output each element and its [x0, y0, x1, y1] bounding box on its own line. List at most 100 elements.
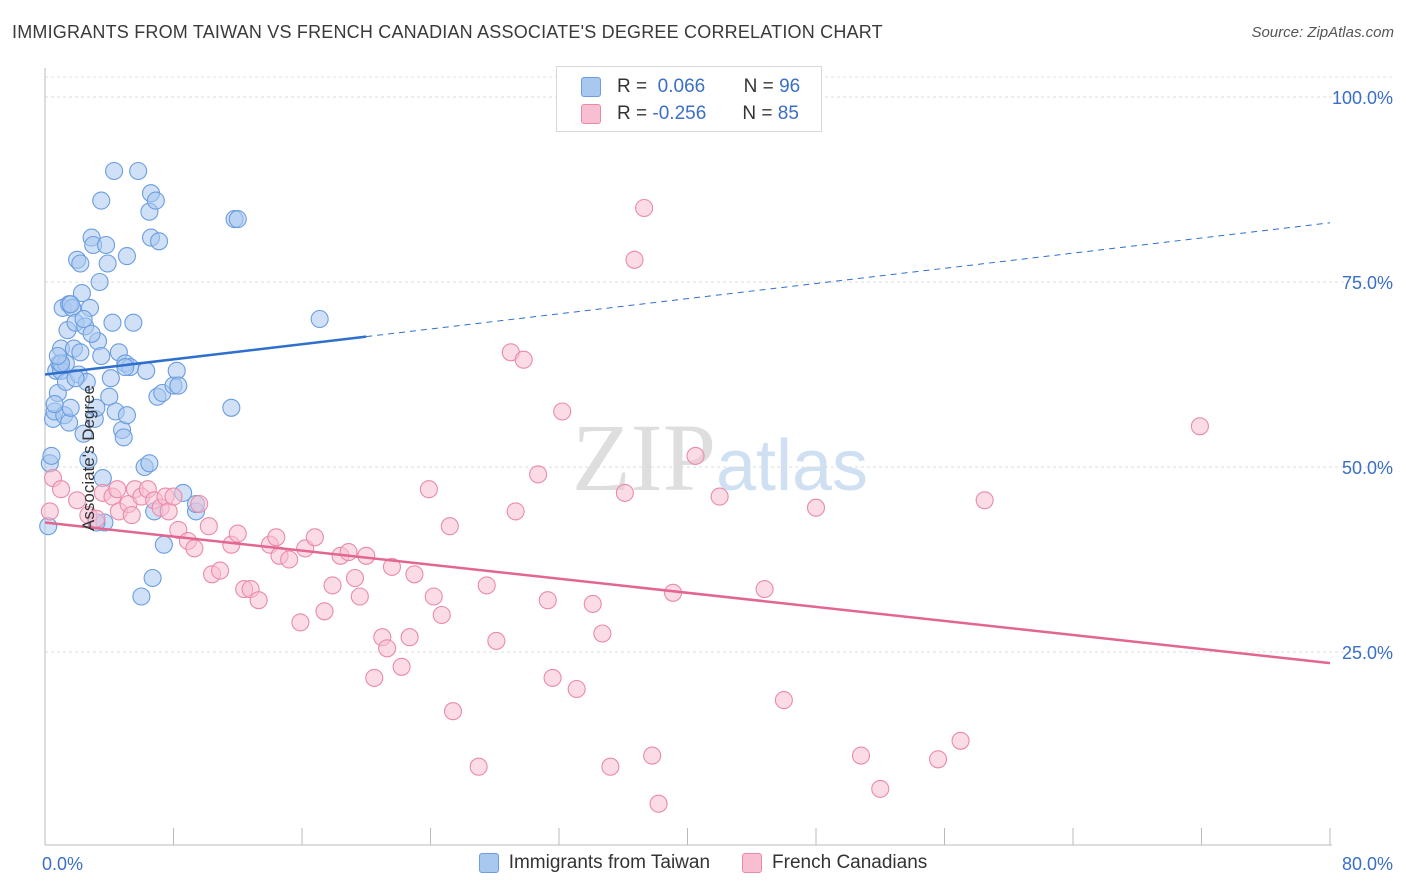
taiwan-point [61, 398, 80, 417]
french-point [211, 561, 230, 580]
taiwan-point [98, 254, 117, 273]
legend-n-label: N = [743, 76, 774, 97]
legend-r-value: 0.066 [657, 76, 706, 97]
french-point [108, 480, 127, 499]
taiwan-point [124, 313, 143, 332]
taiwan-point [116, 358, 135, 377]
legend-n-value: 96 [779, 76, 801, 97]
french-point [593, 624, 612, 643]
french-point [68, 491, 87, 510]
legend-swatch-french [581, 104, 601, 124]
french-point [567, 679, 586, 699]
taiwan-trend-extension [366, 222, 1331, 338]
french-point [951, 731, 970, 750]
legend-r-label: R = [617, 103, 648, 124]
french-point [185, 539, 204, 558]
taiwan-point [140, 454, 159, 473]
legend-label-french: French Canadians [772, 852, 928, 873]
taiwan-point [74, 424, 93, 443]
french-point [249, 591, 268, 610]
french-point [975, 491, 994, 510]
taiwan-point [137, 361, 156, 380]
taiwan-point [117, 406, 136, 425]
french-point [345, 568, 365, 588]
legend-r-value: -0.256 [652, 103, 707, 124]
french-point [686, 446, 705, 465]
french-point [305, 528, 324, 547]
french-trend-line [44, 521, 1331, 665]
taiwan-point [117, 247, 136, 266]
french-point [643, 746, 662, 765]
taiwan-point [103, 313, 122, 332]
taiwan-point [146, 191, 165, 210]
french-point [477, 576, 496, 595]
french-point [228, 524, 247, 543]
legend-label-taiwan: Immigrants from Taiwan [508, 852, 711, 873]
source-label: Source: ZipAtlas.com [1251, 24, 1394, 41]
french-point [543, 668, 562, 687]
legend-item-french: French Canadians [742, 852, 927, 874]
taiwan-point [154, 535, 173, 554]
french-point [440, 517, 459, 536]
french-point [538, 591, 557, 610]
french-point [199, 517, 218, 536]
y-tick-label: 25.0% [1342, 643, 1393, 663]
legend-swatch-french [742, 853, 763, 873]
french-point [280, 550, 299, 569]
chart-title: IMMIGRANTS FROM TAIWAN VS FRENCH CANADIA… [12, 22, 883, 42]
french-point [553, 402, 572, 421]
french-point [40, 502, 59, 521]
taiwan-point [101, 369, 120, 388]
taiwan-point [72, 284, 91, 303]
french-point [506, 502, 525, 521]
taiwan-point [45, 395, 64, 414]
french-point [323, 576, 342, 595]
legend-r-label: R = [617, 76, 648, 97]
french-point [1190, 417, 1209, 436]
legend-swatch-taiwan [478, 853, 499, 873]
french-point [806, 498, 826, 517]
french-point [635, 198, 654, 218]
taiwan-point [71, 254, 90, 273]
french-point [392, 657, 411, 676]
taiwan-trend-line [44, 335, 367, 376]
french-point [851, 746, 871, 765]
french-point [378, 639, 397, 658]
watermark: ZIPatlas [572, 404, 868, 511]
legend-row-taiwan: R = 0.066 N = 96 [581, 75, 800, 99]
taiwan-point [92, 346, 111, 366]
french-point [432, 605, 451, 625]
french-point [755, 580, 774, 599]
legend-n-value: 85 [777, 103, 799, 124]
taiwan-point [132, 587, 151, 606]
taiwan-point [82, 324, 101, 343]
taiwan-point [90, 272, 109, 292]
french-point [424, 587, 443, 606]
taiwan-point [48, 346, 67, 366]
french-point [710, 487, 729, 506]
french-point [164, 487, 183, 506]
y-tick-label: 75.0% [1342, 273, 1393, 293]
french-point [615, 483, 634, 502]
legend-row-french: R = -0.256 N = 85 [581, 102, 799, 126]
stats-legend: R = 0.066 N = 96 R = -0.256 N = 85 [556, 66, 822, 132]
x-tick-label: 0.0% [42, 854, 83, 874]
taiwan-point [310, 309, 329, 329]
legend-item-taiwan: Immigrants from Taiwan [478, 852, 711, 874]
taiwan-point [74, 309, 93, 329]
french-point [583, 594, 602, 613]
french-point [625, 250, 644, 269]
french-point [774, 691, 793, 710]
y-axis-label: Associate's Degree [78, 385, 98, 531]
french-point [365, 668, 384, 687]
french-point [469, 757, 488, 776]
french-point [52, 480, 71, 499]
taiwan-point [149, 232, 169, 251]
french-point [601, 757, 620, 776]
taiwan-point [228, 210, 247, 229]
french-point [190, 494, 209, 514]
taiwan-point [105, 161, 124, 181]
french-point [487, 631, 506, 650]
taiwan-point [87, 398, 106, 417]
